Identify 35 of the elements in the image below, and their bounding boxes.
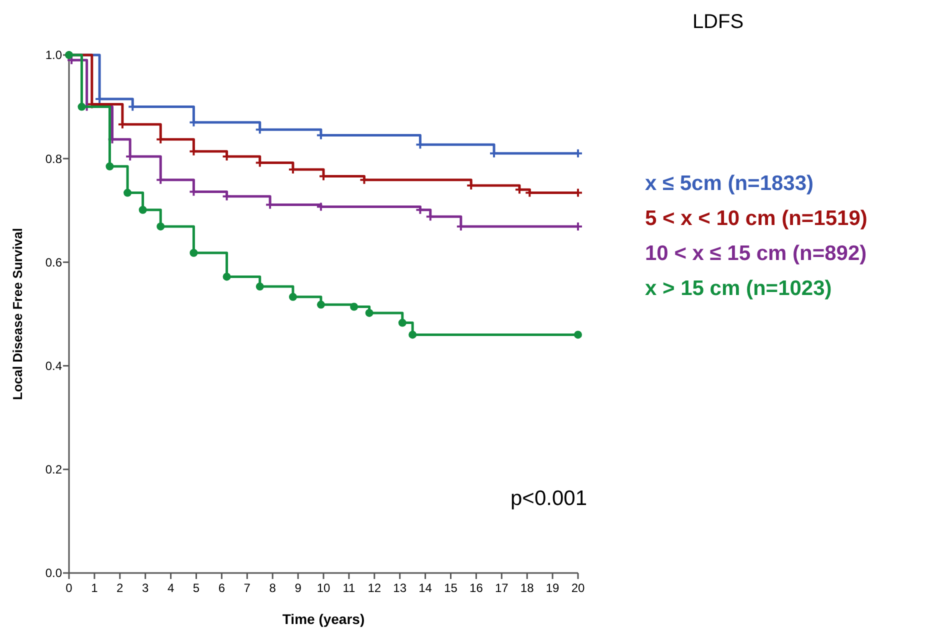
x-tick-label: 3 — [142, 581, 150, 595]
y-tick-label: 0.8 — [45, 152, 62, 166]
x-tick-label: 20 — [571, 581, 585, 595]
x-tick-label: 4 — [167, 581, 174, 595]
x-tick-label: 9 — [294, 581, 302, 595]
x-tick-label: 19 — [546, 581, 560, 595]
x-tick-label: 16 — [470, 581, 484, 595]
annotation: p<0.001 — [510, 487, 587, 510]
y-axis-title: Local Disease Free Survival — [10, 228, 25, 400]
x-tick-label: 1 — [91, 581, 98, 595]
x-tick-label: 2 — [116, 581, 124, 595]
x-tick-label: 10 — [316, 581, 330, 595]
text: x ≤ 5cm (n=1833) — [645, 172, 814, 195]
y-tick-label: 0.6 — [45, 255, 62, 270]
x-tick-label: 0 — [66, 581, 73, 595]
y-tick-label: 0.2 — [45, 462, 62, 477]
x-tick-label: 12 — [368, 581, 382, 595]
x-axis-title: Time (years) — [282, 611, 365, 627]
y-tick-label: 0.4 — [45, 359, 62, 373]
x-tick-label: 18 — [520, 581, 534, 595]
y-tick-label: 1.0 — [45, 48, 62, 62]
y-tick-label: 0.0 — [45, 566, 62, 580]
x-tick-label: 15 — [444, 581, 458, 595]
x-tick-label: 7 — [244, 581, 251, 595]
x-tick-label: 5 — [192, 581, 200, 595]
x-tick-label: 6 — [218, 581, 226, 595]
x-tick-label: 11 — [342, 581, 356, 595]
text: x > 15 cm (n=1023) — [645, 277, 832, 300]
text: 10 < x ≤ 15 cm (n=892) — [645, 242, 867, 265]
text: 5 < x < 10 cm (n=1519) — [645, 207, 868, 230]
text: LDFS — [692, 11, 744, 33]
x-tick-label: 13 — [393, 581, 407, 595]
x-tick-label: 14 — [418, 581, 432, 595]
x-tick-label: 17 — [494, 581, 509, 595]
x-tick-label: 8 — [269, 581, 276, 595]
